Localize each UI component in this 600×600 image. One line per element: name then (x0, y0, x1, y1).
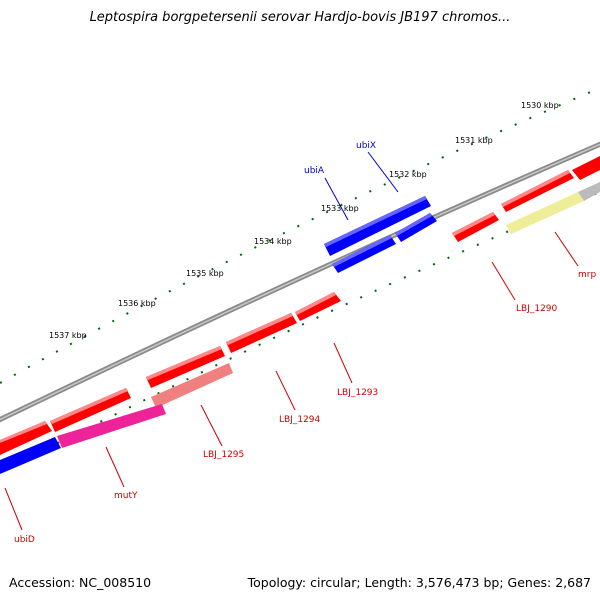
gene-block-lbj1293[interactable] (295, 292, 341, 321)
kbp-label-1532: 1532 kbp (389, 170, 427, 179)
gene-label-lbj1294[interactable]: LBJ_1294 (279, 415, 321, 425)
gene-block-ubiD[interactable] (0, 421, 52, 455)
outer-tick-arc (0, 87, 600, 384)
kbp-label-1535: 1535 kbp (186, 269, 224, 278)
kbp-label-1533: 1533 kbp (321, 204, 359, 213)
backbone (0, 141, 600, 423)
gene-block-ubiA[interactable] (324, 196, 431, 273)
kbp-label-1534: 1534 kbp (254, 237, 292, 246)
kbp-label-1536: 1536 kbp (118, 299, 156, 308)
gene-label-lbj1290[interactable]: LBJ_1290 (516, 304, 558, 314)
backbone-highlight (0, 143, 600, 421)
gene-block-mrp-region[interactable] (501, 156, 600, 212)
gene-block-mutY[interactable] (50, 388, 131, 432)
gene-label-ubiX[interactable]: ubiX (356, 141, 376, 151)
kbp-label-1537: 1537 kbp (49, 331, 87, 340)
gene-label-ubiA[interactable]: ubiA (304, 166, 325, 176)
gene-label-lbj1293[interactable]: LBJ_1293 (337, 388, 378, 398)
gene-label-mrp[interactable]: mrp (578, 270, 596, 280)
gene-block-ubiX[interactable] (395, 213, 437, 242)
accession-text: Accession: NC_008510 (9, 575, 152, 590)
leader-lines (4, 151, 579, 531)
gene-block-lbj1295[interactable] (146, 346, 225, 388)
map-title: Leptospira borgpetersenii serovar Hardjo… (89, 10, 511, 25)
gene-label-lbj1295[interactable]: LBJ_1295 (203, 450, 244, 460)
kbp-label-1530: 1530 kbp (521, 101, 559, 110)
gene-block-pink[interactable] (57, 404, 166, 448)
gene-block-lbj1290[interactable] (452, 212, 499, 242)
gene-block-mrp[interactable] (506, 182, 600, 234)
gene-block-lbj1294[interactable] (226, 313, 297, 353)
gene-block-blue-left[interactable] (0, 437, 61, 474)
gene-block-salmon[interactable] (151, 363, 233, 408)
kbp-label-1531: 1531 kbp (455, 136, 493, 145)
gene-label-mutY[interactable]: mutY (114, 491, 138, 501)
gene-label-ubiD[interactable]: ubiD (14, 535, 35, 545)
genome-summary-text: Topology: circular; Length: 3,576,473 bp… (247, 575, 591, 590)
